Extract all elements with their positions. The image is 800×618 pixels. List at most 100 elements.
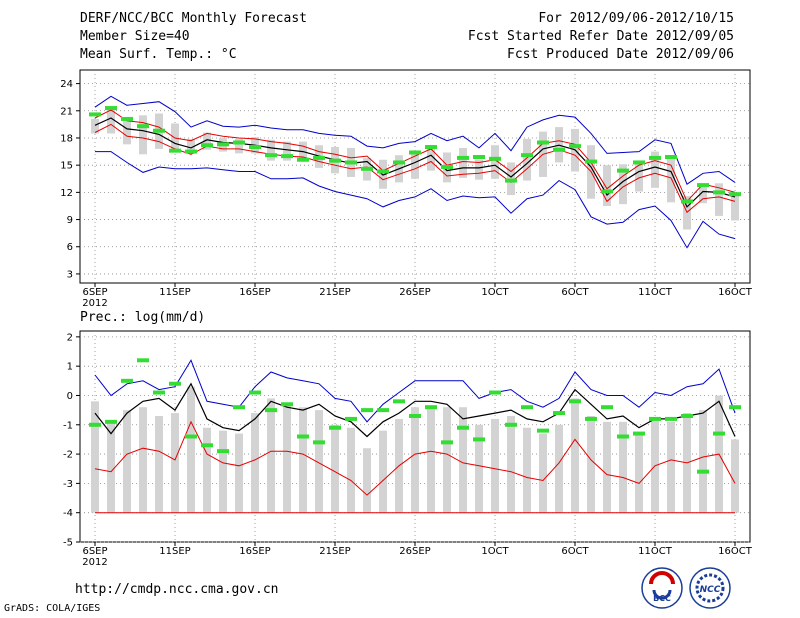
footer-url[interactable]: http://cmdp.ncc.cma.gov.cn (75, 582, 279, 597)
observed-marker (505, 178, 517, 183)
y-tick-label: 18 (60, 133, 73, 144)
range-bar (731, 194, 739, 221)
x-tick-label: 1OCT (481, 287, 509, 298)
observed-marker (393, 399, 405, 404)
range-bar (619, 421, 627, 513)
observed-marker (681, 199, 693, 204)
observed-marker (537, 428, 549, 433)
range-bar (507, 415, 515, 513)
x-tick-label: 11SEP (159, 546, 190, 557)
range-bar (555, 424, 563, 513)
observed-marker (281, 402, 293, 407)
chart-title: DERF/NCC/BCC Monthly Forecast (80, 11, 307, 26)
x-year-label: 2012 (82, 298, 107, 309)
range-bar (619, 164, 627, 205)
range-bar (91, 118, 99, 134)
range-bar (411, 407, 419, 513)
observed-marker (281, 154, 293, 159)
range-bar (699, 185, 707, 204)
ncc-logo: NCC (689, 567, 731, 609)
observed-marker (409, 413, 421, 418)
observed-marker (313, 155, 325, 160)
range-bar (379, 159, 387, 189)
range-bar (427, 145, 435, 171)
grads-credit: GrADS: COLA/IGES (4, 603, 101, 614)
range-bar (411, 153, 419, 179)
range-bar (363, 448, 371, 513)
y-tick-label: -4 (63, 508, 73, 519)
observed-marker (137, 124, 149, 129)
observed-marker (89, 422, 101, 427)
range-bar (107, 421, 115, 513)
range-bar (571, 398, 579, 513)
observed-marker (425, 405, 437, 410)
range-bar (731, 439, 739, 513)
range-bar (187, 386, 195, 513)
observed-marker (185, 149, 197, 154)
x-tick-label: 16SEP (239, 287, 270, 298)
observed-marker (185, 434, 197, 439)
observed-marker (329, 425, 341, 430)
forecast-period: For 2012/09/06-2012/10/15 (538, 11, 734, 26)
x-tick-label: 16OCT (718, 546, 753, 557)
precip-panel-label: Prec.: log(mm/d) (80, 310, 206, 325)
observed-marker (649, 416, 661, 421)
observed-marker (457, 425, 469, 430)
observed-marker (569, 144, 581, 149)
observed-marker (601, 405, 613, 410)
range-bar (427, 407, 435, 513)
y-tick-label: -5 (63, 538, 73, 549)
observed-marker (265, 153, 277, 158)
range-bar (715, 183, 723, 216)
range-bar (459, 407, 467, 513)
observed-marker (633, 160, 645, 165)
observed-marker (265, 408, 277, 413)
observed-marker (617, 434, 629, 439)
x-tick-label: 6OCT (561, 287, 589, 298)
range-bar (523, 427, 531, 513)
range-bar (459, 147, 467, 178)
x-tick-label: 21SEP (319, 546, 350, 557)
observed-marker (121, 116, 133, 121)
range-bar (187, 138, 195, 151)
observed-marker (521, 405, 533, 410)
range-bar (283, 404, 291, 513)
observed-marker (345, 160, 357, 165)
observed-marker (473, 155, 485, 160)
range-bar (139, 407, 147, 513)
y-tick-label: 12 (60, 188, 73, 199)
observed-marker (233, 140, 245, 145)
observed-marker (249, 145, 261, 150)
x-tick-label: 6OCT (561, 546, 589, 557)
bcc-logo-text: BCC (653, 594, 671, 603)
observed-marker (329, 158, 341, 163)
range-bar (107, 108, 115, 134)
range-bar (283, 141, 291, 161)
observed-marker (249, 390, 261, 395)
observed-marker (601, 189, 613, 194)
observed-marker (665, 416, 677, 421)
observed-marker (585, 159, 597, 164)
range-bar (587, 415, 595, 513)
observed-marker (217, 449, 229, 454)
range-bar (443, 407, 451, 513)
observed-marker (569, 399, 581, 404)
x-tick-label: 21SEP (319, 287, 350, 298)
temperature-panel-label: Mean Surf. Temp.: °C (80, 47, 237, 62)
range-bar (171, 123, 179, 151)
y-tick-label: 2 (67, 332, 73, 343)
range-bar (267, 139, 275, 161)
y-tick-label: 6 (67, 242, 73, 253)
observed-marker (313, 440, 325, 445)
observed-marker (505, 422, 517, 427)
observed-marker (409, 150, 421, 155)
spread-upper-line (94, 359, 736, 423)
range-bar (635, 433, 643, 513)
observed-marker (697, 469, 709, 474)
range-bar (91, 401, 99, 513)
range-bar (235, 138, 243, 154)
range-bar (475, 424, 483, 513)
observed-marker (137, 358, 149, 363)
observed-marker (585, 416, 597, 421)
observed-marker (713, 431, 725, 436)
